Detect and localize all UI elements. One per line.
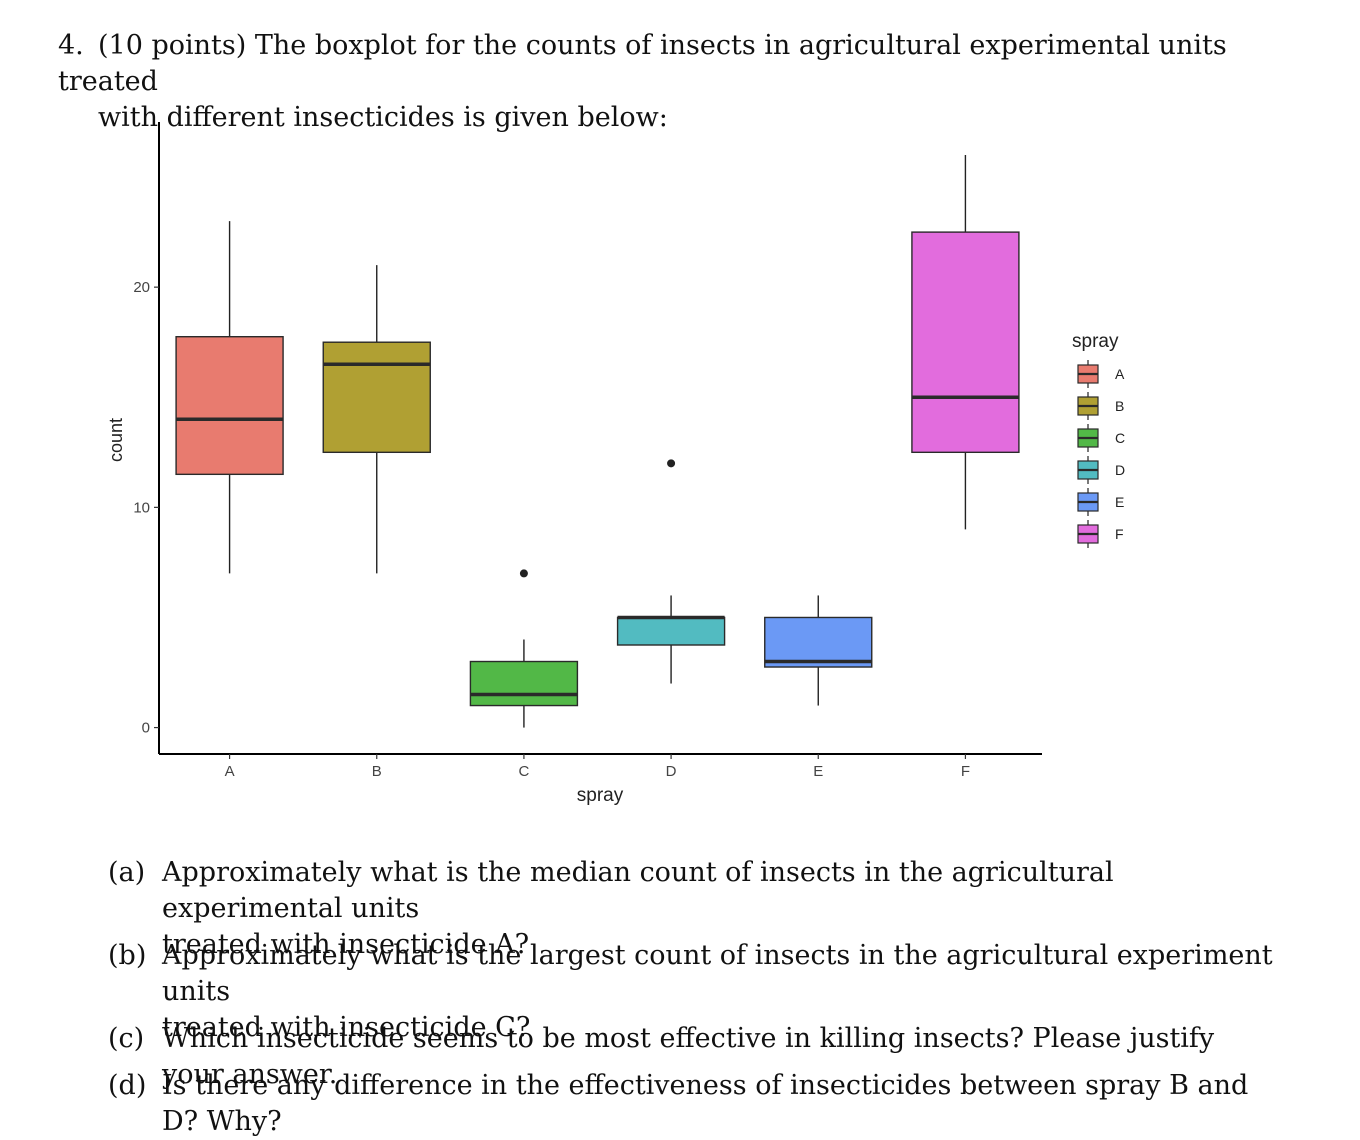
- x-axis-label: spray: [577, 785, 624, 806]
- legend-label: B: [1115, 398, 1124, 414]
- x-tick-label: A: [225, 763, 235, 780]
- legend-label: F: [1115, 526, 1124, 542]
- subquestion-b: (b) Approximately what is the largest co…: [108, 938, 1278, 1046]
- subquestion-label: (b): [108, 940, 147, 971]
- plot-area: 0 10 20 A B C D E F: [133, 122, 1042, 780]
- box-body: [322, 341, 431, 454]
- box-F: [911, 155, 1020, 530]
- x-tick-label: F: [961, 763, 970, 780]
- question-text-line1: (10 points) The boxplot for the counts o…: [58, 30, 1227, 97]
- legend-label: E: [1115, 494, 1124, 510]
- outlier-point: [667, 459, 676, 468]
- subquestion-c: (c) Which insecticide seems to be most e…: [108, 1021, 1278, 1093]
- subquestion-label: (c): [108, 1023, 145, 1054]
- legend-label: C: [1115, 430, 1125, 446]
- legend-item-E: E: [1077, 488, 1124, 516]
- subquestion-text-cont: treated with insecticide C?: [162, 1012, 531, 1043]
- box-E: [764, 595, 873, 706]
- legend-item-A: A: [1077, 360, 1125, 388]
- box-D: [616, 459, 726, 684]
- box-body: [469, 660, 579, 707]
- legend-item-D: D: [1077, 456, 1125, 484]
- subquestion-label: (a): [108, 857, 146, 888]
- y-tick-label: 0: [142, 720, 150, 737]
- y-axis-label: count: [106, 418, 126, 462]
- subquestion-label: (d): [108, 1070, 147, 1101]
- question-number: 4.: [58, 30, 84, 61]
- box-body: [911, 231, 1020, 454]
- y-tick-label: 10: [133, 499, 150, 516]
- box-C: [469, 569, 579, 728]
- outlier-point: [519, 569, 528, 578]
- legend-item-B: B: [1077, 392, 1124, 420]
- subquestion-text-cont: treated with insecticide A?: [162, 929, 530, 960]
- subquestion-text: Which insecticide seems to be most effec…: [162, 1023, 1215, 1090]
- subquestion-text: Approximately what is the largest count …: [162, 940, 1273, 1007]
- legend-item-F: F: [1077, 520, 1124, 548]
- box-body: [175, 336, 284, 476]
- legend-label: A: [1115, 366, 1125, 382]
- box-B: [322, 265, 431, 574]
- box-A: [175, 221, 284, 574]
- x-tick-label: B: [372, 763, 382, 780]
- x-tick-label: E: [813, 763, 823, 780]
- legend-item-C: C: [1077, 424, 1125, 452]
- y-tick-label: 20: [133, 279, 150, 296]
- subquestion-text: Is there any difference in the effective…: [162, 1070, 1249, 1137]
- x-tick-label: C: [518, 763, 529, 780]
- subquestion-a: (a) Approximately what is the median cou…: [108, 855, 1278, 963]
- legend-label: D: [1115, 462, 1125, 478]
- question-text-line2: with different insecticides is given bel…: [98, 102, 668, 133]
- question-header: 4. (10 points) The boxplot for the counts…: [58, 28, 1278, 136]
- box-body: [764, 616, 873, 668]
- x-tick-label: D: [666, 763, 677, 780]
- subquestion-d: (d) Is there any difference in the effec…: [108, 1068, 1278, 1140]
- legend-title: spray: [1072, 331, 1119, 352]
- subquestion-text: Approximately what is the median count o…: [162, 857, 1114, 924]
- box-body: [616, 616, 726, 646]
